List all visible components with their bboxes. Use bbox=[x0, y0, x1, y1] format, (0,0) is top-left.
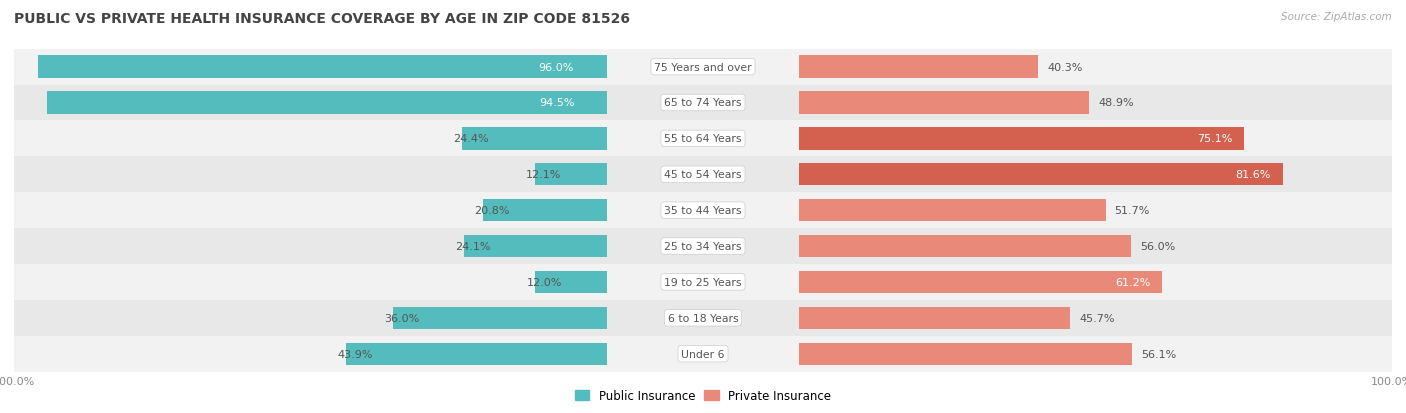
Text: 35 to 44 Years: 35 to 44 Years bbox=[664, 206, 742, 216]
Bar bbox=[38, 56, 606, 78]
Bar bbox=[0, 193, 1406, 228]
Bar bbox=[0, 121, 1406, 157]
Bar bbox=[0, 85, 1406, 121]
Bar bbox=[0, 193, 1406, 228]
Bar bbox=[0, 228, 1406, 264]
Text: 45 to 54 Years: 45 to 54 Years bbox=[664, 170, 742, 180]
Text: 51.7%: 51.7% bbox=[1115, 206, 1150, 216]
Bar bbox=[0, 193, 1406, 228]
Text: 20.8%: 20.8% bbox=[474, 206, 510, 216]
Text: PUBLIC VS PRIVATE HEALTH INSURANCE COVERAGE BY AGE IN ZIP CODE 81526: PUBLIC VS PRIVATE HEALTH INSURANCE COVER… bbox=[14, 12, 630, 26]
Text: 75.1%: 75.1% bbox=[1197, 134, 1233, 144]
Bar bbox=[0, 85, 1406, 121]
Bar bbox=[800, 164, 1282, 186]
Bar bbox=[800, 92, 1090, 114]
Bar bbox=[0, 157, 1406, 193]
Bar bbox=[0, 157, 1406, 193]
Text: 40.3%: 40.3% bbox=[1047, 62, 1083, 72]
Text: 55 to 64 Years: 55 to 64 Years bbox=[664, 134, 742, 144]
Text: 56.0%: 56.0% bbox=[1140, 242, 1175, 252]
Bar bbox=[463, 128, 606, 150]
Text: 61.2%: 61.2% bbox=[1115, 277, 1150, 287]
Bar bbox=[394, 307, 606, 329]
Bar bbox=[800, 235, 1132, 258]
Bar bbox=[0, 300, 1406, 336]
Text: 81.6%: 81.6% bbox=[1236, 170, 1271, 180]
Bar bbox=[0, 157, 1406, 193]
Text: 48.9%: 48.9% bbox=[1098, 98, 1133, 108]
Text: 94.5%: 94.5% bbox=[540, 98, 575, 108]
Bar bbox=[800, 343, 1132, 365]
Text: 25 to 34 Years: 25 to 34 Years bbox=[664, 242, 742, 252]
Bar bbox=[46, 92, 606, 114]
Bar bbox=[536, 271, 606, 293]
Text: 45.7%: 45.7% bbox=[1080, 313, 1115, 323]
Bar bbox=[800, 199, 1105, 222]
Text: 43.9%: 43.9% bbox=[337, 349, 373, 359]
Bar bbox=[800, 56, 1038, 78]
Bar bbox=[0, 121, 1406, 157]
Bar bbox=[0, 300, 1406, 336]
Bar bbox=[0, 264, 1406, 300]
Bar bbox=[0, 50, 1406, 85]
Text: 24.1%: 24.1% bbox=[456, 242, 491, 252]
Bar bbox=[484, 199, 606, 222]
Text: 65 to 74 Years: 65 to 74 Years bbox=[664, 98, 742, 108]
Bar bbox=[0, 50, 1406, 85]
Bar bbox=[0, 121, 1406, 157]
Bar bbox=[0, 336, 1406, 372]
Bar bbox=[0, 264, 1406, 300]
Text: 6 to 18 Years: 6 to 18 Years bbox=[668, 313, 738, 323]
Bar bbox=[534, 164, 606, 186]
Text: 19 to 25 Years: 19 to 25 Years bbox=[664, 277, 742, 287]
Bar bbox=[0, 300, 1406, 336]
Bar bbox=[0, 85, 1406, 121]
Bar bbox=[0, 336, 1406, 372]
Bar bbox=[800, 271, 1161, 293]
Bar bbox=[0, 228, 1406, 264]
Bar bbox=[346, 343, 606, 365]
Bar bbox=[464, 235, 606, 258]
Text: 56.1%: 56.1% bbox=[1140, 349, 1175, 359]
Text: 75 Years and over: 75 Years and over bbox=[654, 62, 752, 72]
Legend: Public Insurance, Private Insurance: Public Insurance, Private Insurance bbox=[571, 385, 835, 407]
Bar bbox=[800, 307, 1070, 329]
Text: 96.0%: 96.0% bbox=[538, 62, 574, 72]
Bar bbox=[0, 50, 1406, 85]
Bar bbox=[0, 228, 1406, 264]
Text: Under 6: Under 6 bbox=[682, 349, 724, 359]
Text: 12.1%: 12.1% bbox=[526, 170, 561, 180]
Text: 24.4%: 24.4% bbox=[453, 134, 489, 144]
Bar bbox=[0, 264, 1406, 300]
Text: 36.0%: 36.0% bbox=[384, 313, 419, 323]
Bar bbox=[800, 128, 1244, 150]
Bar bbox=[0, 336, 1406, 372]
Text: 12.0%: 12.0% bbox=[527, 277, 562, 287]
Text: Source: ZipAtlas.com: Source: ZipAtlas.com bbox=[1281, 12, 1392, 22]
